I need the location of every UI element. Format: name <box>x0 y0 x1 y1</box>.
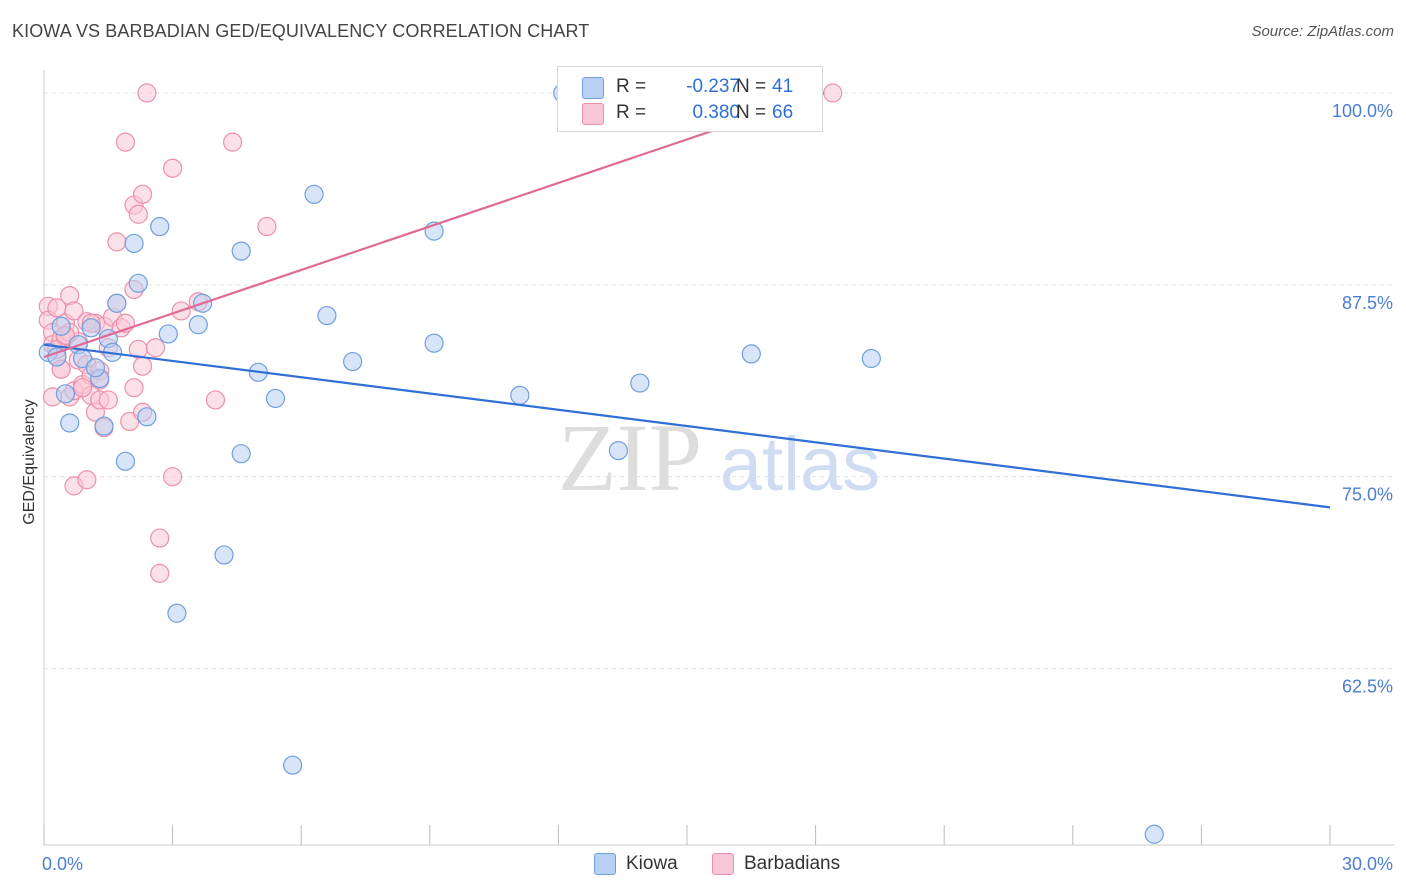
barbadian-point <box>205 390 226 410</box>
y-tick-label: 62.5% <box>1342 677 1393 697</box>
barbadian-point <box>145 338 166 358</box>
kiowa-r-label: R = <box>616 76 647 97</box>
y-tick-label: 100.0% <box>1332 101 1393 121</box>
kiowa-points <box>38 83 1164 844</box>
tick-labels: 62.5% 75.0% 87.5% 100.0% 0.0% 30.0% <box>42 101 1393 874</box>
kiowa-n-label: N = <box>736 76 767 97</box>
kiowa-point <box>231 241 251 261</box>
watermark: ZIP atlas <box>558 404 880 511</box>
y-axis-title: GED/Equivalency <box>21 399 38 525</box>
stats-legend: R = -0.237 N = 41 R = 0.380 N = 66 <box>557 66 823 132</box>
kiowa-point <box>55 384 76 404</box>
trend-lines <box>43 91 1331 509</box>
kiowa-point <box>124 233 144 254</box>
kiowa-point <box>85 358 106 378</box>
kiowa-point <box>317 305 337 326</box>
kiowa-point <box>741 344 761 364</box>
source-label: Source: ZipAtlas.com <box>1251 23 1394 40</box>
kiowa-point <box>608 440 629 461</box>
kiowa-trend-line <box>43 343 1331 509</box>
barbadian-point <box>163 158 183 178</box>
barbadian-point <box>77 470 97 490</box>
kiowa-point <box>510 385 530 405</box>
kiowa-point <box>424 333 444 353</box>
kiowa-point <box>304 184 324 204</box>
barbadian-point <box>115 132 136 152</box>
kiowa-point <box>1144 824 1164 844</box>
barbadian-r-label: R = <box>616 102 647 123</box>
x-tick-label: 30.0% <box>1342 854 1393 874</box>
barbadian-point <box>132 356 153 376</box>
kiowa-point <box>861 348 881 369</box>
barbadian-r-value: 0.380 <box>692 102 740 123</box>
kiowa-point <box>81 318 101 338</box>
barbadian-point <box>163 467 183 487</box>
barbadian-n-value: 66 <box>772 102 794 123</box>
kiowa-point <box>188 315 208 335</box>
kiowa-point <box>94 416 114 436</box>
watermark-atlas: atlas <box>720 422 881 507</box>
kiowa-point <box>283 755 303 775</box>
barbadian-point <box>64 301 84 321</box>
barbadian-point <box>223 132 243 152</box>
kiowa-point <box>158 324 178 344</box>
barbadian-point <box>98 390 118 410</box>
kiowa-point <box>137 407 157 427</box>
x-tick-label: 0.0% <box>42 854 83 874</box>
kiowa-n-value: 41 <box>772 76 794 97</box>
barbadian-point <box>150 563 170 583</box>
kiowa-point <box>265 388 286 409</box>
barbadian-point <box>823 83 843 103</box>
kiowa-point <box>630 373 650 393</box>
y-tick-label: 87.5% <box>1342 293 1393 313</box>
barbadians-legend-swatch <box>712 853 734 875</box>
watermark-zip: ZIP <box>558 404 702 511</box>
barbadian-point <box>137 83 157 103</box>
kiowa-point <box>60 413 80 433</box>
kiowa-point <box>343 351 363 372</box>
barbadian-trend-line <box>43 91 825 359</box>
kiowa-point <box>150 216 170 237</box>
kiowa-point <box>107 293 127 313</box>
grid-layer <box>44 92 1395 670</box>
barbadian-n-label: N = <box>736 102 767 123</box>
axes-layer <box>43 70 1395 846</box>
barbadian-swatch <box>582 103 604 125</box>
barbadian-point <box>107 232 127 252</box>
barbadian-point <box>128 204 148 224</box>
barbadian-point <box>72 378 93 398</box>
barbadian-point <box>150 528 170 548</box>
kiowa-point <box>231 444 251 464</box>
kiowa-point <box>51 316 71 336</box>
y-tick-label: 75.0% <box>1342 485 1393 505</box>
kiowa-legend-label: Kiowa <box>626 853 678 874</box>
kiowa-point <box>47 347 67 367</box>
kiowa-swatch <box>582 77 604 99</box>
barbadian-point <box>132 184 153 204</box>
barbadian-point <box>257 216 277 237</box>
barbadian-point <box>124 378 144 398</box>
kiowa-point <box>115 451 136 471</box>
kiowa-point <box>128 273 148 293</box>
kiowa-point <box>214 545 234 565</box>
kiowa-point <box>167 603 187 623</box>
chart-title: KIOWA VS BARBADIAN GED/EQUIVALENCY CORRE… <box>12 21 590 41</box>
barbadians-legend-label: Barbadians <box>744 853 841 874</box>
kiowa-r-value: -0.237 <box>686 76 740 97</box>
kiowa-legend-swatch <box>594 853 616 875</box>
